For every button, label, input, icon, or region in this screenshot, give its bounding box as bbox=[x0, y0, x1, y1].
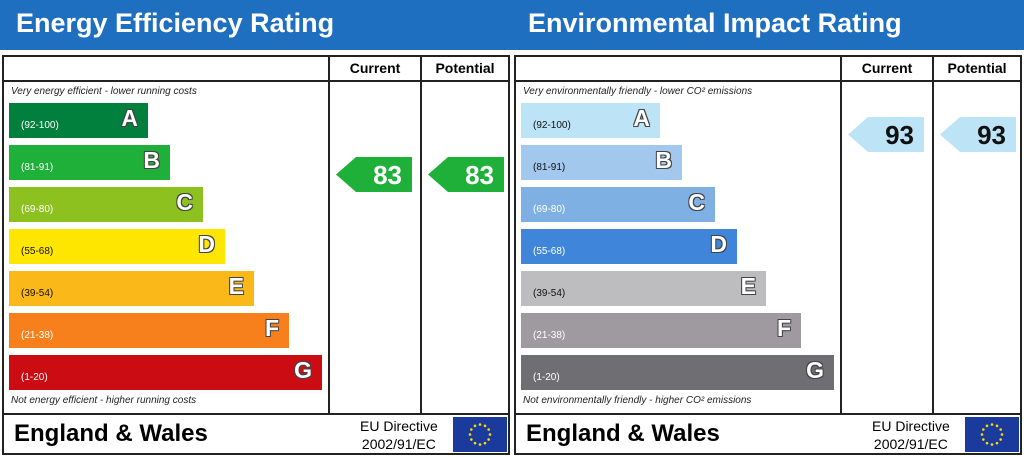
region-label: England & Wales bbox=[526, 420, 720, 447]
band-letter: B bbox=[143, 147, 160, 173]
potential-column-header: Potential bbox=[435, 60, 495, 76]
band-f: (21-38) F bbox=[521, 313, 801, 348]
band-range: (69-80) bbox=[533, 204, 566, 215]
band-c: (69-80) C bbox=[521, 187, 715, 222]
band-letter: E bbox=[740, 273, 756, 299]
energy-efficiency-panel: Energy Efficiency Rating Current Potenti… bbox=[0, 0, 512, 455]
band-d: (55-68) D bbox=[9, 229, 225, 264]
band-range: (81-91) bbox=[21, 162, 54, 173]
panel-title: Environmental Impact Rating bbox=[512, 0, 1024, 50]
current-column-header: Current bbox=[861, 60, 913, 76]
divider bbox=[4, 80, 508, 82]
divider bbox=[4, 413, 508, 415]
band-f: (21-38) F bbox=[9, 313, 289, 348]
band-range: (92-100) bbox=[21, 120, 59, 131]
band-g: (1-20) G bbox=[521, 355, 834, 390]
band-letter: G bbox=[294, 357, 312, 383]
region-label: England & Wales bbox=[14, 420, 208, 447]
band-b: (81-91) B bbox=[521, 145, 682, 180]
band-letter: G bbox=[806, 357, 824, 383]
band-b: (81-91) B bbox=[9, 145, 170, 180]
rating-table: Current Potential bbox=[2, 55, 510, 455]
divider bbox=[328, 57, 330, 415]
band-g: (1-20) G bbox=[9, 355, 322, 390]
band-a: (92-100) A bbox=[9, 103, 148, 138]
band-range: (21-38) bbox=[21, 330, 54, 341]
band-e: (39-54) E bbox=[521, 271, 766, 306]
directive-line: EU Directive bbox=[360, 418, 438, 434]
band-range: (1-20) bbox=[533, 372, 560, 383]
divider bbox=[840, 57, 842, 415]
band-letter: B bbox=[655, 147, 672, 173]
eu-flag-icon bbox=[453, 417, 507, 452]
band-letter: C bbox=[176, 189, 193, 215]
divider bbox=[420, 57, 422, 415]
eu-directive: EU Directive 2002/91/EC bbox=[360, 417, 438, 453]
band-e: (39-54) E bbox=[9, 271, 254, 306]
rating-table: Current Potential bbox=[514, 55, 1022, 455]
environmental-impact-panel: Environmental Impact Rating Current Pote… bbox=[512, 0, 1024, 457]
band-letter: F bbox=[264, 315, 279, 341]
band-letter: F bbox=[776, 315, 791, 341]
band-letter: D bbox=[198, 231, 215, 257]
band-range: (21-38) bbox=[533, 330, 566, 341]
eu-directive: EU Directive 2002/91/EC bbox=[872, 417, 950, 453]
band-letter: A bbox=[121, 105, 138, 131]
band-c: (69-80) C bbox=[9, 187, 203, 222]
divider bbox=[932, 57, 934, 415]
band-range: (1-20) bbox=[21, 372, 48, 383]
band-letter: A bbox=[633, 105, 650, 131]
band-range: (69-80) bbox=[21, 204, 54, 215]
band-range: (55-68) bbox=[533, 246, 566, 257]
divider bbox=[516, 80, 1020, 82]
band-letter: D bbox=[710, 231, 727, 257]
bottom-note: Not environmentally friendly - higher CO… bbox=[523, 395, 752, 406]
band-d: (55-68) D bbox=[521, 229, 737, 264]
top-note: Very energy efficient - lower running co… bbox=[11, 86, 197, 97]
band-range: (39-54) bbox=[533, 288, 566, 299]
eu-flag-icon bbox=[965, 417, 1019, 452]
band-a: (92-100) A bbox=[521, 103, 660, 138]
band-letter: E bbox=[228, 273, 244, 299]
band-range: (81-91) bbox=[533, 162, 566, 173]
divider bbox=[516, 413, 1020, 415]
bottom-note: Not energy efficient - higher running co… bbox=[11, 395, 197, 406]
current-column-header: Current bbox=[349, 60, 401, 76]
directive-line: EU Directive bbox=[872, 418, 950, 434]
directive-line: 2002/91/EC bbox=[873, 436, 948, 452]
panel-title: Energy Efficiency Rating bbox=[0, 0, 512, 50]
band-letter: C bbox=[688, 189, 705, 215]
potential-column-header: Potential bbox=[947, 60, 1007, 76]
directive-line: 2002/91/EC bbox=[361, 436, 436, 452]
band-range: (55-68) bbox=[21, 246, 54, 257]
band-range: (39-54) bbox=[21, 288, 54, 299]
top-note: Very environmentally friendly - lower CO… bbox=[523, 86, 753, 97]
band-range: (92-100) bbox=[533, 120, 571, 131]
